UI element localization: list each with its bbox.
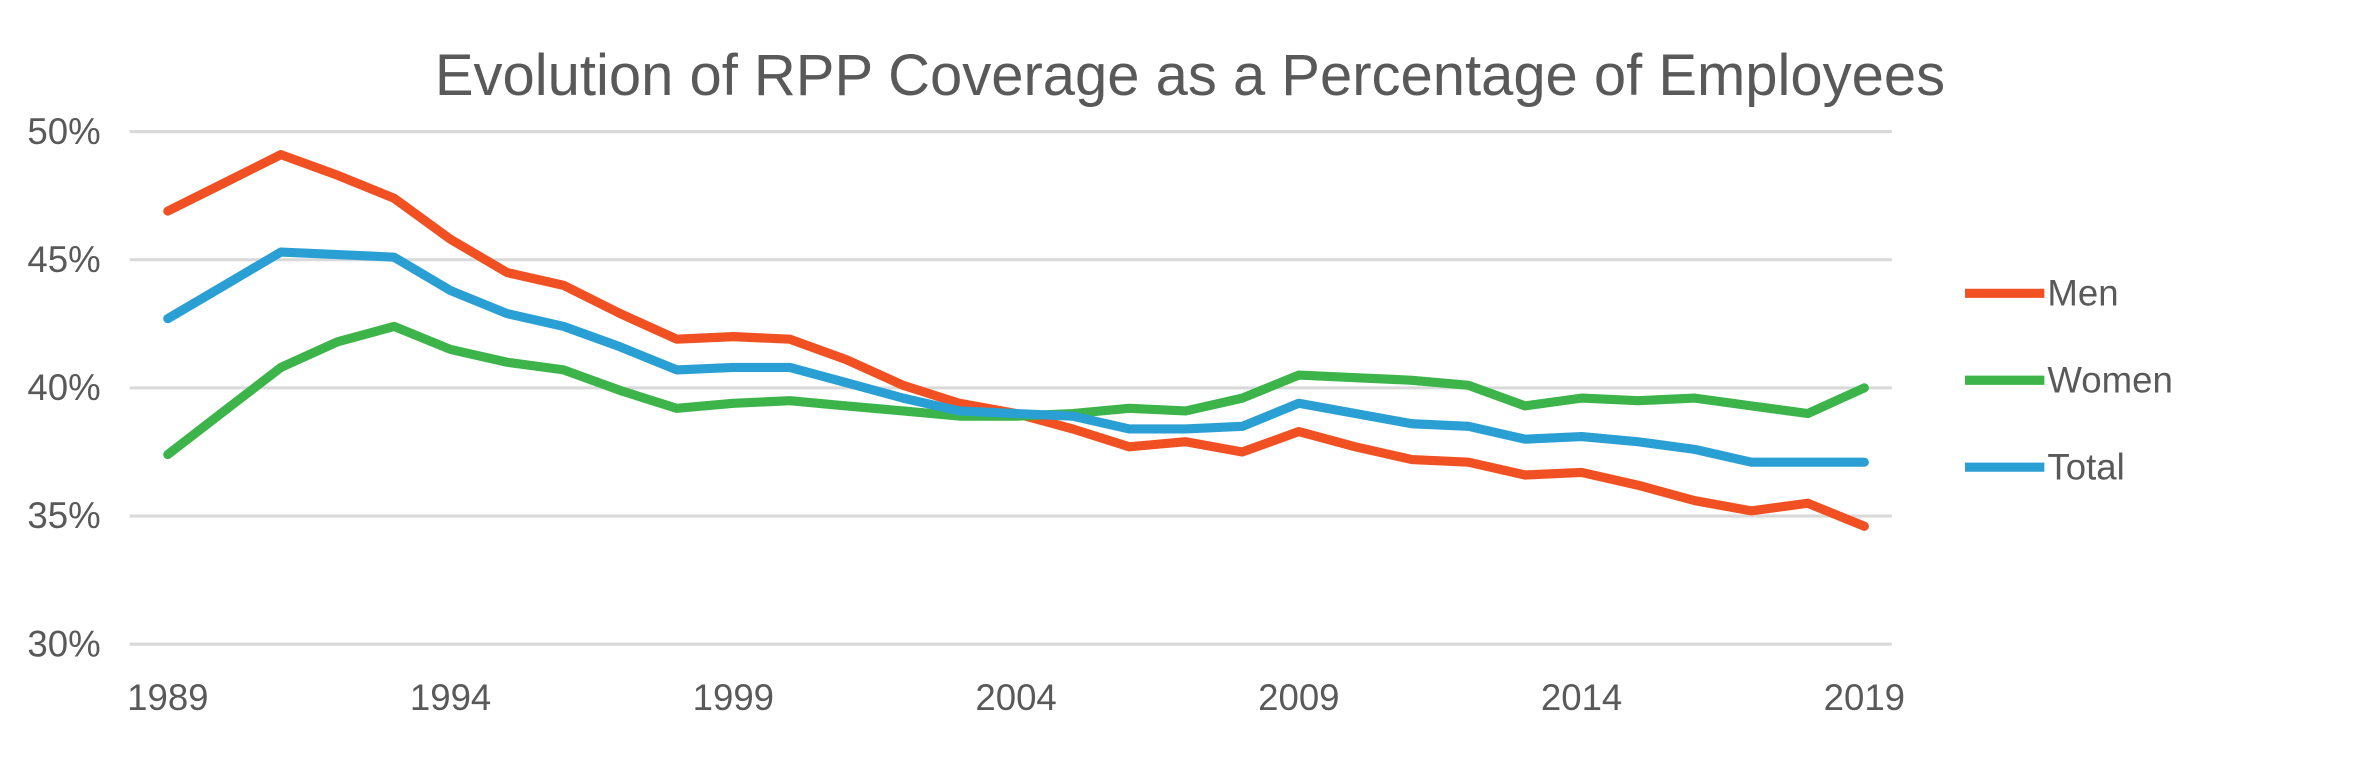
legend-label-men: Men (2047, 273, 2118, 314)
chart-title: Evolution of RPP Coverage as a Percentag… (435, 44, 1945, 108)
y-tick-label: 30% (27, 623, 100, 664)
x-tick-label: 2004 (975, 677, 1056, 718)
y-tick-label: 45% (27, 239, 100, 280)
x-tick-label: 2009 (1258, 677, 1339, 718)
x-tick-label: 2014 (1541, 677, 1622, 718)
legend-label-women: Women (2047, 359, 2172, 400)
x-tick-label: 1994 (410, 677, 491, 718)
y-tick-label: 40% (27, 367, 100, 408)
x-tick-label: 1999 (693, 677, 774, 718)
legend-label-total: Total (2047, 446, 2124, 487)
y-tick-label: 35% (27, 495, 100, 536)
series-line-total (163, 247, 1869, 467)
y-tick-label: 50% (27, 111, 100, 152)
x-tick-label: 2019 (1824, 677, 1905, 718)
x-tick-label: 1989 (127, 677, 208, 718)
